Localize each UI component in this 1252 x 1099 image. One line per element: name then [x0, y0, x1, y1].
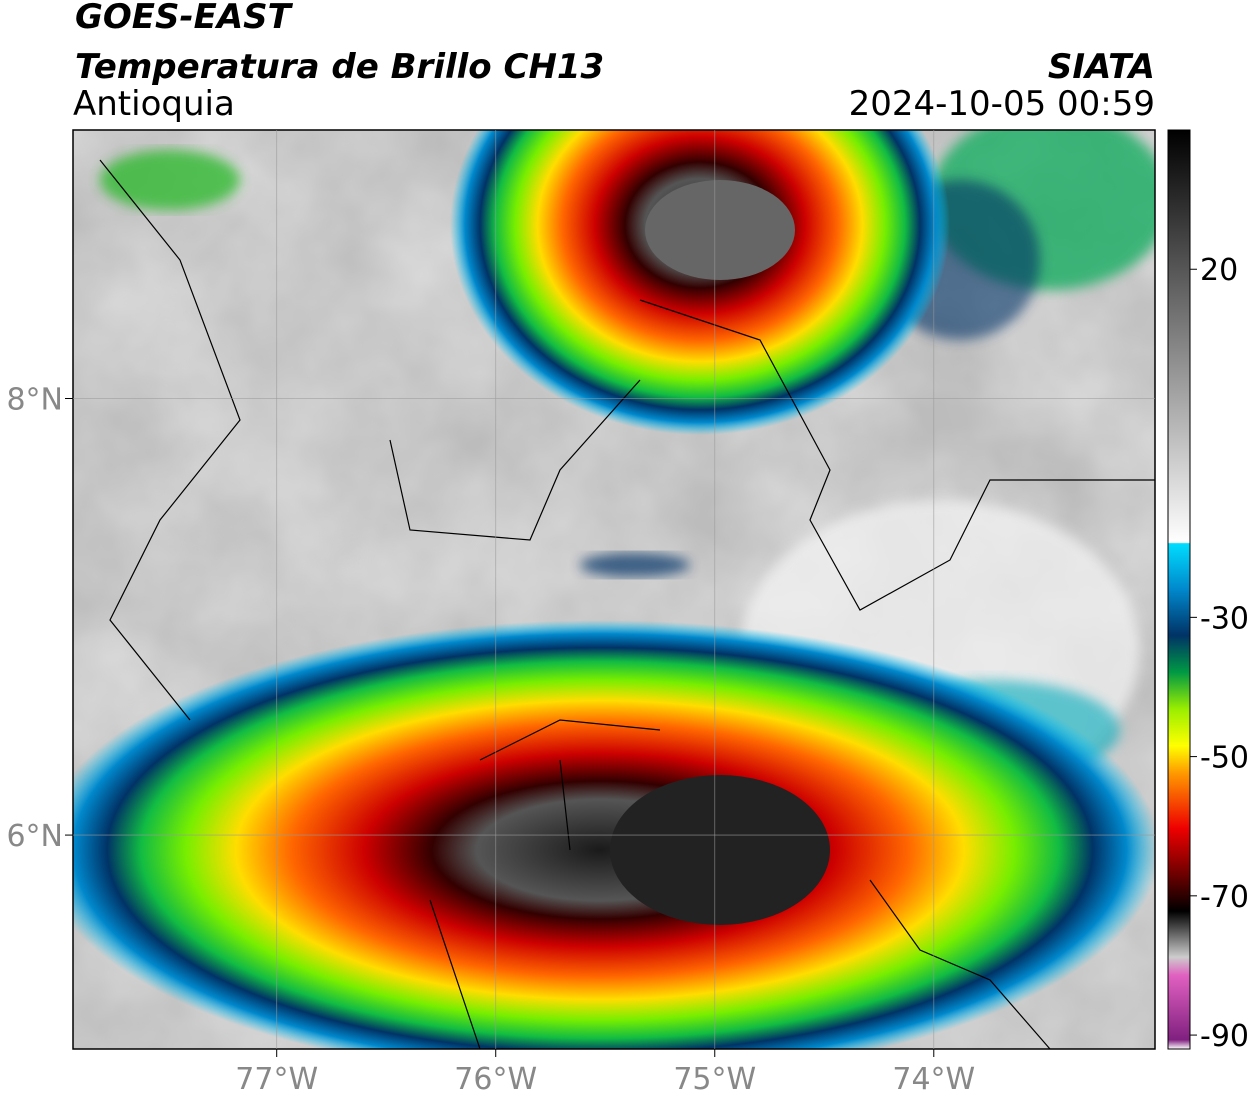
x-tick-label: 76°W — [454, 1062, 537, 1097]
colorbar — [1167, 129, 1191, 1050]
colorbar-label: -30 — [1200, 601, 1249, 636]
colorbar-label: 20 — [1200, 253, 1238, 288]
satellite-image — [73, 130, 1155, 1049]
datetime: 2024-10-05 00:59 — [849, 84, 1155, 124]
satellite: GOES-EAST — [75, 0, 294, 37]
source: SIATA — [1048, 47, 1155, 87]
map-frame — [72, 129, 1156, 1050]
x-tick-label: 75°W — [673, 1062, 756, 1097]
y-tick-label: 8°N — [6, 382, 63, 417]
y-tick-label: 6°N — [6, 819, 63, 854]
region: Antioquia — [73, 84, 235, 124]
x-tick-label: 74°W — [892, 1062, 975, 1097]
product: Temperatura de Brillo CH13 — [75, 47, 604, 87]
colorbar-label: -90 — [1200, 1019, 1249, 1054]
colorbar-label: -70 — [1200, 880, 1249, 915]
x-tick-label: 77°W — [235, 1062, 318, 1097]
colorbar-label: -50 — [1200, 741, 1249, 776]
